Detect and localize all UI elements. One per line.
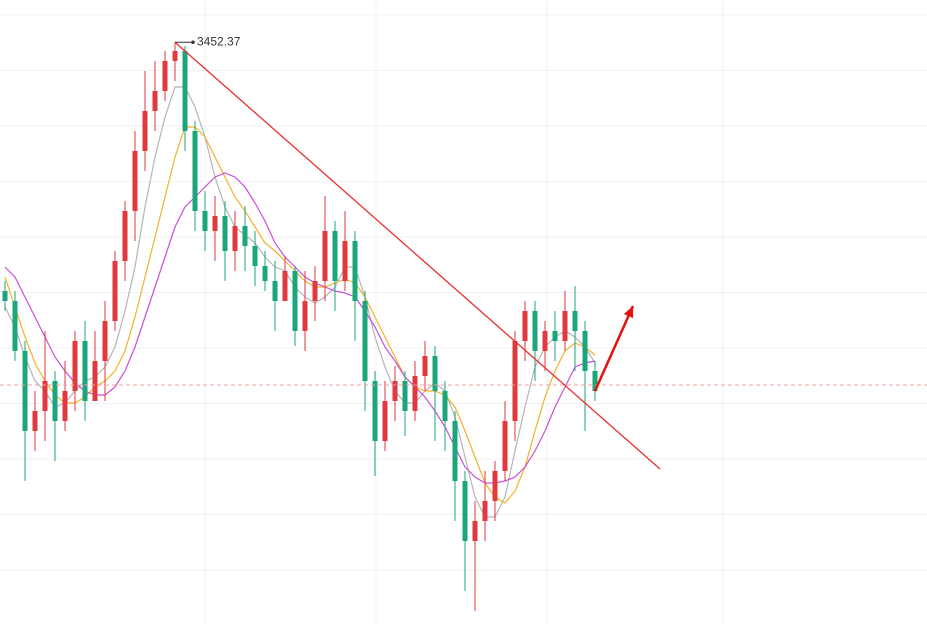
candle-body <box>152 91 158 111</box>
arrow-head <box>623 306 634 319</box>
candle-body <box>52 381 58 421</box>
candle-body <box>2 291 8 301</box>
arrow-shaft <box>593 305 635 392</box>
candle-body <box>502 421 508 471</box>
candle-body <box>302 301 308 331</box>
candle-body <box>532 311 538 351</box>
candle-body <box>12 301 18 351</box>
candle-body <box>92 361 98 401</box>
trend-line <box>174 41 661 470</box>
candle-body <box>572 311 578 331</box>
candle-body <box>112 261 118 321</box>
candle-body <box>182 51 188 131</box>
candle-body <box>62 391 68 421</box>
candle-body <box>292 271 298 331</box>
candle-body <box>582 331 588 371</box>
candle-body <box>522 311 528 341</box>
candle-body <box>32 411 38 431</box>
candle-body <box>342 241 348 281</box>
candle-body <box>432 356 438 391</box>
candle-body <box>212 216 218 231</box>
candle-body <box>442 391 448 421</box>
candle-body <box>122 211 128 261</box>
candle-body <box>142 111 148 151</box>
max-label: 3452.37 <box>197 34 241 48</box>
candle-body <box>242 226 248 246</box>
candle-body <box>392 381 398 401</box>
candle-body <box>42 381 48 411</box>
candle-body <box>412 376 418 411</box>
candle-body <box>202 211 208 231</box>
candle-body <box>402 381 408 411</box>
candle-body <box>252 246 258 266</box>
candle-body <box>482 501 488 521</box>
candle-body <box>172 51 178 61</box>
candle-body <box>562 311 568 341</box>
candle-body <box>232 226 238 251</box>
candle-body <box>362 301 368 381</box>
candle-body <box>222 216 228 251</box>
candle-body <box>22 351 28 431</box>
candle-body <box>262 266 268 281</box>
candle-body <box>72 341 78 391</box>
candle-body <box>462 481 468 541</box>
candle-body <box>322 231 328 281</box>
candle-body <box>272 281 278 301</box>
candle-body <box>552 331 558 341</box>
candle-body <box>82 341 88 401</box>
candle-body <box>102 321 108 361</box>
candle-body <box>492 471 498 501</box>
candle-body <box>472 521 478 541</box>
max-dot <box>191 40 195 45</box>
candle-body <box>512 341 518 421</box>
candle-body <box>372 381 378 441</box>
ma-line <box>4 86 596 518</box>
candle-body <box>382 401 388 441</box>
candle-body <box>192 131 198 211</box>
candle-body <box>132 151 138 211</box>
candle-body <box>332 231 338 281</box>
candle-body <box>352 241 358 301</box>
candle-body <box>282 271 288 301</box>
candle-body <box>162 61 168 91</box>
candle-body <box>452 421 458 481</box>
candle-body <box>592 371 598 391</box>
candle-body <box>312 281 318 301</box>
candle-body <box>422 356 428 376</box>
candle-body <box>542 331 548 351</box>
